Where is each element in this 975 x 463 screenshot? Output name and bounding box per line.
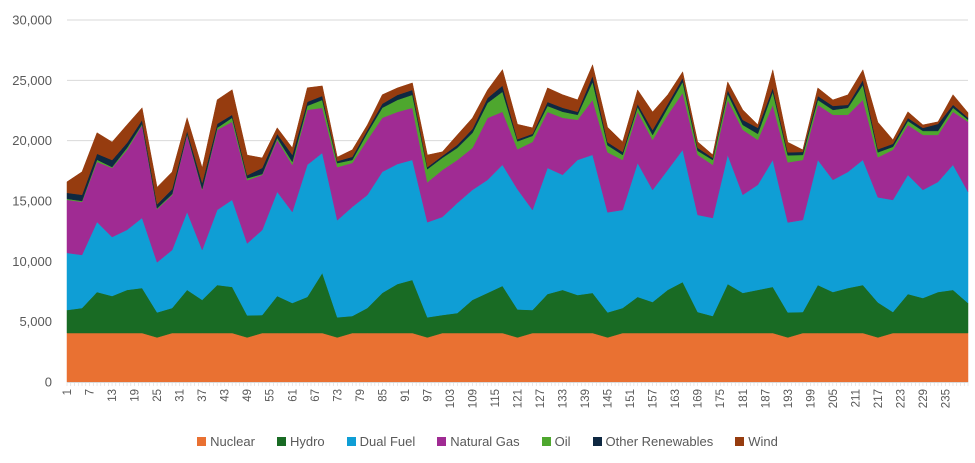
x-tick-label: 175 — [715, 389, 727, 408]
legend-label: Nuclear — [210, 434, 255, 449]
legend-label: Other Renewables — [605, 434, 714, 449]
x-tick-label: 37 — [197, 389, 209, 402]
legend-item-oil: Oil — [541, 434, 571, 449]
y-axis: 0 5,000 10,000 15,000 20,000 25,000 30,000 — [12, 13, 52, 390]
y-tick-label: 5,000 — [19, 314, 52, 329]
x-axis: 1 7 13 19 25 31 37 43 49 55 61 67 73 79 85 91 97 103 109 11… — [62, 382, 969, 408]
legend-item-dual-fuel: Dual Fuel — [346, 434, 416, 449]
x-tick-label: 67 — [310, 389, 322, 402]
x-tick-label: 145 — [603, 389, 615, 408]
chart-legend: Nuclear Hydro Dual Fuel Natural Gas Oil Other… — [0, 434, 975, 449]
area-nuclear — [66, 332, 969, 383]
legend-item-other-renewables: Other Renewables — [592, 434, 714, 449]
legend-item-natural-gas: Natural Gas — [437, 434, 520, 449]
x-tick-label: 19 — [130, 389, 142, 402]
x-tick-label: 79 — [355, 389, 367, 402]
x-tick-label: 211 — [850, 389, 862, 407]
legend-swatch-icon — [346, 437, 356, 446]
x-tick-label: 115 — [490, 389, 502, 407]
x-tick-label: 139 — [580, 389, 592, 408]
x-tick-label: 1 — [62, 389, 74, 395]
x-tick-label: 235 — [941, 389, 953, 408]
legend-item-hydro: Hydro — [276, 434, 325, 449]
area-series-group — [66, 64, 969, 383]
x-tick-label: 85 — [377, 389, 389, 402]
area-wind — [66, 64, 969, 205]
legend-swatch-icon — [276, 437, 286, 446]
legend-item-wind: Wind — [735, 434, 778, 449]
x-tick-label: 91 — [400, 389, 412, 402]
x-tick-label: 169 — [693, 389, 705, 408]
x-tick-label: 49 — [242, 389, 254, 402]
x-tick-label: 127 — [535, 389, 547, 408]
y-tick-label: 10,000 — [12, 254, 52, 269]
x-tick-label: 133 — [558, 389, 570, 408]
x-tick-label: 97 — [422, 389, 434, 402]
y-tick-label: 30,000 — [12, 13, 52, 28]
x-tick-label: 7 — [85, 389, 97, 395]
x-tick-label: 217 — [873, 389, 885, 408]
legend-swatch-icon — [592, 437, 602, 446]
x-tick-label: 109 — [467, 389, 479, 408]
y-tick-label: 25,000 — [12, 73, 52, 88]
x-tick-label: 13 — [107, 389, 119, 402]
legend-label: Oil — [554, 434, 571, 449]
legend-swatch-icon — [437, 437, 447, 446]
legend-swatch-icon — [735, 437, 745, 446]
x-tick-label: 223 — [895, 389, 907, 408]
legend-item-nuclear: Nuclear — [197, 434, 255, 449]
x-tick-label: 121 — [513, 389, 525, 408]
x-tick-label: 103 — [445, 389, 457, 408]
x-tick-label: 181 — [738, 389, 750, 408]
legend-label: Wind — [748, 434, 778, 449]
x-tick-label: 31 — [175, 389, 187, 402]
x-tick-label: 199 — [805, 389, 817, 408]
x-tick-label: 55 — [265, 389, 277, 402]
y-tick-label: 20,000 — [12, 133, 52, 148]
legend-label: Natural Gas — [450, 434, 520, 449]
x-tick-label: 61 — [287, 389, 299, 402]
x-tick-label: 229 — [918, 389, 930, 408]
legend-swatch-icon — [197, 437, 207, 446]
y-tick-label: 15,000 — [12, 194, 52, 209]
x-tick-label: 25 — [152, 389, 164, 402]
legend-swatch-icon — [541, 437, 551, 446]
x-tick-label: 43 — [220, 389, 232, 402]
x-tick-label: 157 — [648, 389, 660, 408]
legend-label: Dual Fuel — [359, 434, 416, 449]
x-tick-label: 193 — [783, 389, 795, 408]
x-tick-label: 151 — [625, 389, 637, 408]
legend-label: Hydro — [289, 434, 325, 449]
x-tick-label: 163 — [670, 389, 682, 408]
x-tick-label: 205 — [828, 389, 840, 408]
x-tick-label: 187 — [760, 389, 772, 408]
y-tick-label: 0 — [45, 375, 52, 390]
x-tick-label: 73 — [332, 389, 344, 402]
